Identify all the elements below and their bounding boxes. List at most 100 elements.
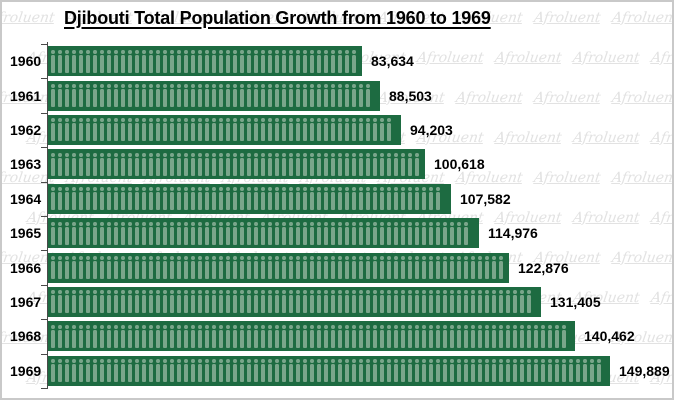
- person-icon: [261, 290, 265, 314]
- value-label: 149,889: [619, 362, 670, 379]
- person-icon: [338, 256, 342, 280]
- year-label: 1966: [10, 259, 42, 276]
- person-icon: [114, 118, 118, 142]
- person-icon: [156, 221, 160, 245]
- person-icon: [429, 221, 433, 245]
- person-icon: [121, 152, 125, 176]
- person-icon: [247, 324, 251, 348]
- person-icon: [352, 324, 356, 348]
- person-icon: [394, 221, 398, 245]
- person-icon: [156, 49, 160, 73]
- bar-row: 1965 114,976: [10, 216, 670, 250]
- person-icon: [100, 324, 104, 348]
- person-icon: [520, 324, 524, 348]
- person-icon: [373, 359, 377, 383]
- person-icon: [310, 152, 314, 176]
- person-icon: [310, 359, 314, 383]
- person-icon: [107, 290, 111, 314]
- person-icon: [464, 221, 468, 245]
- person-icon: [555, 359, 559, 383]
- person-icon: [72, 359, 76, 383]
- axis-tick: [41, 353, 48, 355]
- person-icon: [142, 290, 146, 314]
- person-icon: [205, 152, 209, 176]
- person-icon: [310, 290, 314, 314]
- value-label: 83,634: [371, 53, 414, 70]
- person-icon: [163, 256, 167, 280]
- person-icon: [212, 290, 216, 314]
- person-icon: [261, 221, 265, 245]
- person-icon: [240, 118, 244, 142]
- person-icon: [177, 152, 181, 176]
- person-icon: [310, 49, 314, 73]
- person-icon: [541, 324, 545, 348]
- person-icon: [72, 152, 76, 176]
- person-icon: [149, 359, 153, 383]
- person-icon: [226, 84, 230, 108]
- population-bar: [48, 183, 451, 214]
- person-icon: [100, 49, 104, 73]
- person-icon: [128, 187, 132, 211]
- person-icon: [324, 118, 328, 142]
- person-icon: [177, 256, 181, 280]
- person-icon: [58, 152, 62, 176]
- axis-tick: [41, 319, 48, 321]
- person-icon: [324, 49, 328, 73]
- person-icon: [331, 187, 335, 211]
- person-icon: [485, 359, 489, 383]
- person-icon: [366, 324, 370, 348]
- person-icon: [170, 84, 174, 108]
- y-axis-line: [47, 42, 48, 389]
- person-icon: [261, 256, 265, 280]
- bar-row: 1967 131,405: [10, 285, 670, 319]
- person-icon: [373, 187, 377, 211]
- person-icon: [65, 49, 69, 73]
- person-icon: [366, 187, 370, 211]
- person-icon: [135, 152, 139, 176]
- person-icon: [247, 221, 251, 245]
- person-icon: [65, 118, 69, 142]
- person-icon: [107, 49, 111, 73]
- person-icon: [317, 290, 321, 314]
- person-icon: [394, 152, 398, 176]
- person-icon: [93, 256, 97, 280]
- person-icon: [65, 152, 69, 176]
- person-icon: [401, 221, 405, 245]
- person-icon: [275, 187, 279, 211]
- person-icon: [296, 324, 300, 348]
- person-icon: [275, 256, 279, 280]
- person-icon: [121, 359, 125, 383]
- person-icon: [149, 152, 153, 176]
- person-icon: [317, 359, 321, 383]
- person-icon: [142, 256, 146, 280]
- person-icon: [226, 290, 230, 314]
- person-icon: [478, 290, 482, 314]
- person-icon: [170, 152, 174, 176]
- person-icon: [415, 256, 419, 280]
- person-icon: [184, 84, 188, 108]
- person-icon: [401, 324, 405, 348]
- person-icon: [135, 256, 139, 280]
- person-icon: [345, 49, 349, 73]
- person-icon: [93, 290, 97, 314]
- person-icon: [79, 324, 83, 348]
- person-icon: [205, 118, 209, 142]
- person-icon: [478, 359, 482, 383]
- person-icon: [219, 84, 223, 108]
- person-icon: [58, 49, 62, 73]
- person-icon: [268, 118, 272, 142]
- person-icon: [436, 324, 440, 348]
- person-icon: [282, 84, 286, 108]
- bar-row: 1962 94,203: [10, 113, 670, 147]
- person-icon: [499, 324, 503, 348]
- person-icon: [184, 152, 188, 176]
- person-icon: [268, 256, 272, 280]
- person-icon: [380, 221, 384, 245]
- person-icon: [513, 290, 517, 314]
- person-icon: [436, 359, 440, 383]
- person-icon: [324, 187, 328, 211]
- person-icon: [86, 221, 90, 245]
- person-icon: [289, 187, 293, 211]
- person-icon: [352, 359, 356, 383]
- person-icon: [394, 256, 398, 280]
